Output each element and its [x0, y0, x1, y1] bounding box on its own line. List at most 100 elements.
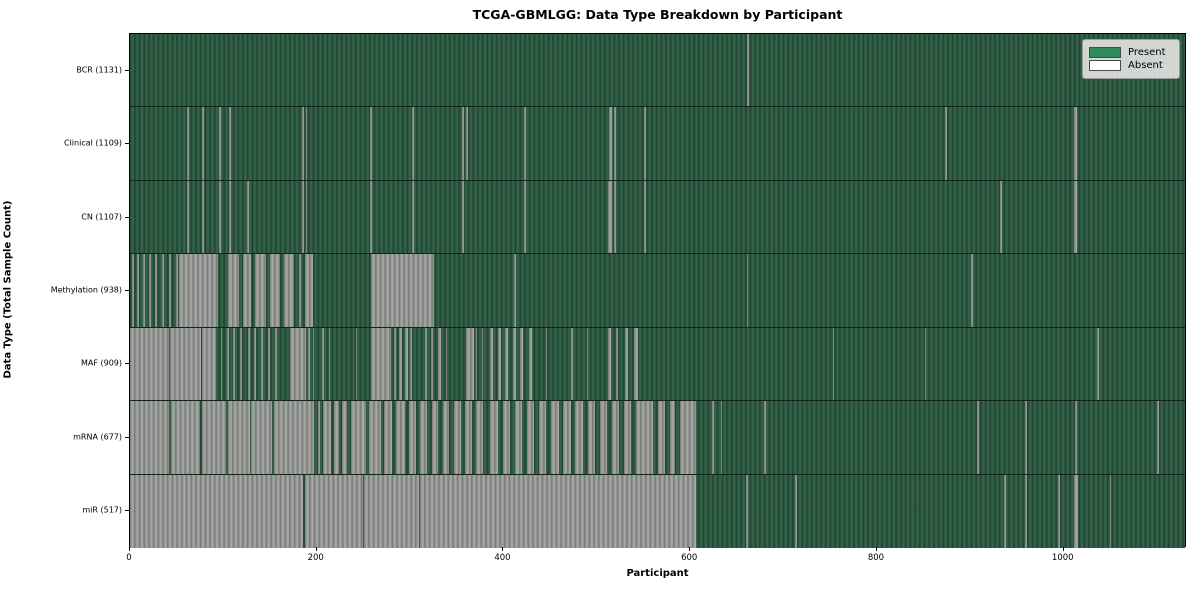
- absent-segment: [425, 327, 427, 401]
- absent-segment: [410, 327, 412, 401]
- absent-segment: [260, 327, 263, 401]
- absent-segment: [220, 327, 223, 401]
- absent-segment: [1074, 107, 1077, 180]
- absent-segment: [405, 327, 409, 401]
- absent-segment: [430, 327, 434, 401]
- y-tick-label-mir: miR (517): [82, 505, 122, 515]
- data-row-methylation: [130, 254, 1185, 328]
- y-tick-mark: [125, 290, 129, 291]
- data-row-mrna: [130, 401, 1185, 475]
- y-tick-mark: [125, 69, 129, 71]
- absent-segment: [616, 327, 619, 401]
- absent-segment: [490, 327, 494, 401]
- absent-segment: [289, 327, 307, 401]
- absent-segment: [512, 327, 516, 401]
- absent-segment: [369, 180, 372, 254]
- absent-segment: [747, 34, 750, 107]
- x-tick-mark: [502, 547, 504, 551]
- x-tick-mark: [315, 547, 317, 551]
- y-tick-label-bcr: BCR (1131): [76, 65, 122, 75]
- absent-segment: [711, 401, 714, 474]
- x-tick-label: 200: [307, 553, 324, 563]
- absent-segment: [462, 107, 465, 180]
- absent-segment: [721, 401, 723, 474]
- y-axis-label: Data Type (Total Sample Count): [2, 200, 14, 379]
- absent-segment: [179, 254, 218, 327]
- plot-area: [129, 33, 1186, 548]
- absent-segment: [304, 254, 313, 327]
- absent-segment: [513, 254, 516, 327]
- y-tick-mark: [125, 216, 129, 218]
- absent-segment: [246, 180, 249, 254]
- legend-item-absent: Absent: [1089, 60, 1172, 71]
- absent-segment: [609, 107, 612, 180]
- absent-segment: [570, 327, 573, 401]
- x-tick-mark: [129, 547, 130, 551]
- absent-segment: [369, 401, 382, 474]
- absent-segment: [255, 254, 267, 327]
- absent-segment: [976, 401, 979, 474]
- absent-segment: [130, 401, 170, 474]
- absent-segment: [333, 401, 340, 474]
- absent-segment: [1000, 180, 1003, 254]
- absent-segment: [476, 401, 483, 474]
- absent-segment: [411, 107, 414, 180]
- x-axis-label: Participant: [626, 568, 689, 579]
- absent-segment: [636, 401, 653, 474]
- absent-segment: [274, 327, 277, 401]
- absent-segment: [186, 180, 189, 254]
- absent-segment: [394, 327, 397, 401]
- y-tick-label-mrna: mRNA (677): [73, 432, 122, 442]
- absent-segment: [575, 401, 583, 474]
- absent-segment: [502, 401, 511, 474]
- absent-segment: [613, 107, 617, 180]
- legend-label-absent: Absent: [1128, 60, 1163, 71]
- absent-segment: [299, 254, 301, 327]
- legend-item-present: Present: [1089, 47, 1172, 58]
- absent-segment: [497, 327, 501, 401]
- absent-segment: [322, 327, 325, 401]
- absent-segment: [301, 107, 304, 180]
- x-tick-label: 1000: [1051, 553, 1074, 563]
- absent-segment: [411, 180, 414, 254]
- legend: Present Absent: [1082, 39, 1180, 79]
- absent-segment: [155, 254, 158, 327]
- absent-segment: [364, 474, 419, 548]
- absent-segment: [1058, 474, 1060, 548]
- absent-segment: [657, 401, 666, 474]
- absent-segment: [304, 474, 363, 548]
- absent-segment: [1003, 474, 1006, 548]
- absent-segment: [490, 401, 498, 474]
- absent-segment: [465, 401, 472, 474]
- absent-segment: [228, 180, 231, 254]
- y-tick-mark: [125, 143, 129, 145]
- absent-segment: [679, 401, 696, 474]
- absent-segment: [528, 327, 532, 401]
- absent-segment: [611, 401, 620, 474]
- absent-segment: [247, 327, 250, 401]
- absent-segment: [1074, 180, 1077, 254]
- absent-segment: [747, 254, 749, 327]
- absent-segment: [1074, 474, 1078, 548]
- absent-segment: [130, 474, 303, 548]
- absent-segment: [370, 327, 392, 401]
- absent-segment: [351, 401, 367, 474]
- absent-segment: [466, 107, 468, 180]
- absent-segment: [228, 107, 231, 180]
- absent-segment: [240, 327, 243, 401]
- absent-segment: [1157, 401, 1159, 474]
- absent-segment: [924, 327, 927, 401]
- absent-segment: [370, 254, 435, 327]
- y-tick-mark: [125, 363, 129, 365]
- absent-segment: [1097, 327, 1100, 401]
- absent-segment: [420, 474, 696, 548]
- y-tick-mark: [125, 436, 129, 438]
- absent-segment: [313, 327, 314, 401]
- absent-segment: [130, 327, 170, 401]
- absent-segment: [1025, 401, 1028, 474]
- absent-swatch-icon: [1089, 60, 1121, 71]
- x-tick-label: 800: [867, 553, 885, 563]
- absent-segment: [284, 254, 295, 327]
- absent-segment: [644, 180, 647, 254]
- absent-segment: [545, 327, 548, 401]
